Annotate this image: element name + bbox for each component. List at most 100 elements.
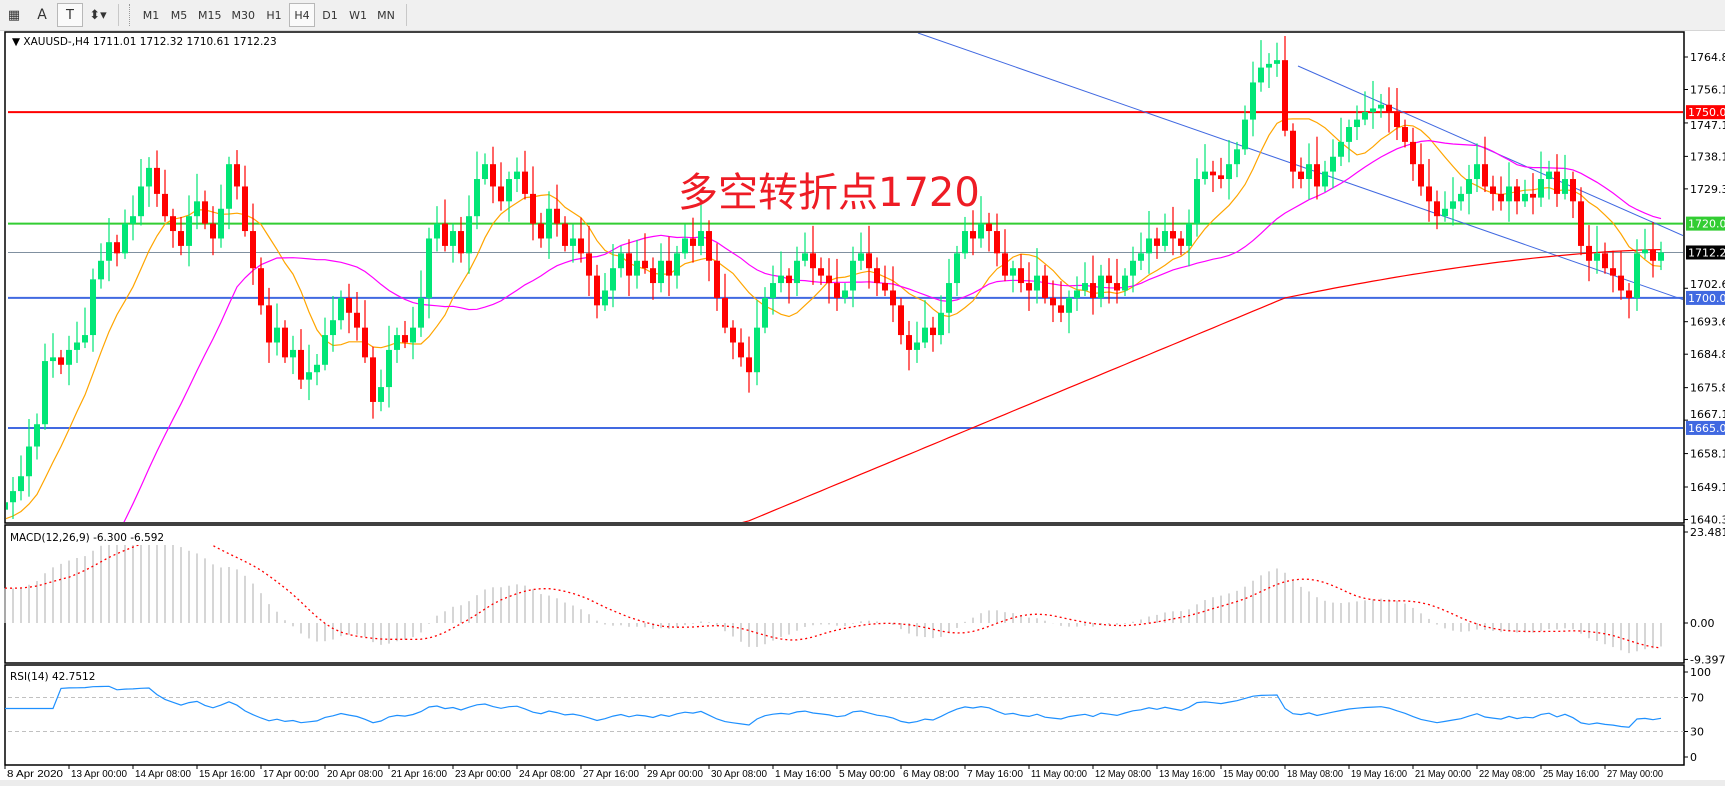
candle-body (554, 208, 560, 224)
candle-body (1186, 223, 1192, 246)
period-mn-button[interactable]: MN (377, 8, 395, 22)
price-badge-1665.00: 1665.00 (1688, 422, 1725, 435)
time-tick-label: 5 May 00:00 (839, 769, 895, 780)
candle-body (930, 327, 936, 336)
text-tool-button[interactable]: A (37, 7, 47, 23)
candle-body (978, 223, 984, 239)
candle-body (202, 201, 208, 224)
arrows-tool-button[interactable]: ⬍▾ (89, 7, 107, 23)
candle-body (1274, 60, 1280, 64)
candle-body (1362, 112, 1368, 120)
candle-body (1346, 127, 1352, 142)
candle-body (362, 327, 368, 358)
candle-body (538, 223, 544, 239)
candle-body (1410, 141, 1416, 165)
candle-body (674, 253, 680, 276)
candle-body (578, 238, 584, 254)
time-tick-label: 19 May 16:00 (1351, 769, 1407, 780)
moving-average-slow (742, 249, 1662, 522)
candle-body (682, 238, 688, 254)
macd-tick-label: 23.481 (1690, 526, 1725, 539)
candle-body (1450, 201, 1456, 209)
candle-body (1106, 275, 1112, 284)
candle-body (314, 364, 320, 373)
current-price-badge-bg (1686, 245, 1725, 260)
candle-body (354, 312, 360, 328)
price-badge-1665.00-bg (1686, 420, 1725, 435)
candle-body (466, 216, 472, 254)
candle-body (1098, 275, 1104, 298)
candle-body (1194, 179, 1200, 224)
candle-body (618, 253, 624, 269)
toolbar-grip[interactable] (129, 4, 133, 26)
candle-body (1154, 238, 1160, 246)
period-m30-button[interactable]: M30 (231, 8, 256, 22)
price-tick-label: 1675.85 (1690, 382, 1725, 395)
rsi-tick-label: 70 (1690, 692, 1704, 705)
candle-body (1066, 297, 1072, 313)
candle-body (938, 312, 944, 336)
period-h1-button[interactable]: H1 (266, 8, 282, 22)
time-tick-label: 1 May 16:00 (775, 769, 831, 780)
period-h4-button[interactable]: H4 (289, 3, 315, 27)
time-tick-label: 20 Apr 08:00 (327, 769, 383, 780)
price-tick-label: 1658.10 (1690, 448, 1725, 461)
macd-tick-label: -9.397 (1690, 653, 1725, 666)
candle-body (994, 231, 1000, 254)
toolbar-separator (406, 4, 407, 26)
candle-body (642, 260, 648, 269)
candle-body (1138, 253, 1144, 261)
candle-body (1090, 283, 1096, 298)
candle-body (1034, 275, 1040, 291)
period-d1-button[interactable]: D1 (322, 8, 338, 22)
candle-body (1322, 171, 1328, 187)
candle-body (714, 260, 720, 298)
candle-body (1498, 193, 1504, 202)
candle-body (234, 164, 240, 187)
candle-body (898, 305, 904, 336)
time-tick-label: 21 May 00:00 (1415, 769, 1471, 780)
candle-body (962, 231, 968, 254)
candle-body (1506, 186, 1512, 202)
candle-body (1234, 149, 1240, 165)
candle-body (1482, 164, 1488, 187)
candle-body (18, 476, 24, 492)
rsi-tick-label: 100 (1690, 666, 1711, 679)
time-tick-label: 6 May 08:00 (903, 769, 959, 780)
candle-body (402, 335, 408, 343)
candle-body (154, 167, 160, 194)
period-m15-button[interactable]: M15 (198, 8, 222, 22)
period-w1-button[interactable]: W1 (349, 8, 367, 22)
price-badge-1750.00: 1750.00 (1688, 106, 1725, 119)
candle-body (1530, 193, 1536, 198)
price-tick-label: 1764.85 (1690, 51, 1725, 64)
candle-body (882, 283, 888, 291)
candle-body (426, 238, 432, 298)
price-badge-1720.00-bg (1686, 216, 1725, 231)
candle-body (378, 387, 384, 402)
candle-body (1418, 164, 1424, 187)
text-label-tool-button[interactable]: T (57, 3, 83, 27)
candle-body (546, 208, 552, 239)
candle-body (1602, 253, 1608, 269)
candle-body (1578, 201, 1584, 246)
price-tick-label: 1738.10 (1690, 150, 1725, 163)
candle-body (1442, 208, 1448, 217)
candle-body (258, 268, 264, 306)
candle-body (778, 275, 784, 284)
period-m1-button[interactable]: M1 (142, 8, 160, 22)
grid-icon[interactable]: ▦ (7, 7, 21, 23)
candle-body (954, 253, 960, 284)
price-tick-label: 1640.35 (1690, 514, 1725, 527)
candle-body (26, 446, 32, 477)
candle-body (1002, 253, 1008, 276)
candle-body (906, 335, 912, 350)
candle-body (1314, 164, 1320, 187)
candle-body (1250, 82, 1256, 120)
time-tick-label: 14 Apr 08:00 (135, 769, 191, 780)
period-m5-button[interactable]: M5 (170, 8, 188, 22)
candle-body (626, 253, 632, 276)
candle-body (1562, 179, 1568, 194)
candle-body (42, 361, 48, 425)
